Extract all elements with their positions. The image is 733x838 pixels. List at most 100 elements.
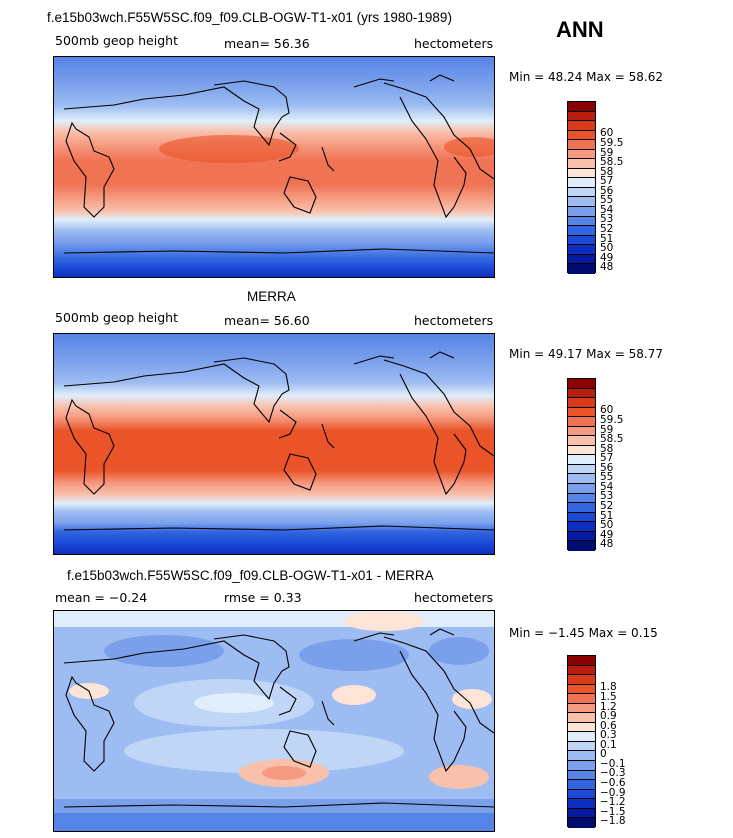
colorbar-label: 0.9 — [600, 710, 617, 723]
colorbar-label: −1.2 — [600, 796, 626, 809]
colorbar-label: −0.9 — [600, 786, 626, 799]
colorbar-swatch — [568, 761, 595, 771]
colorbar-label: 49 — [600, 528, 614, 541]
colorbar-label: 58.5 — [600, 156, 624, 169]
panel3-difference-map — [54, 611, 494, 831]
colorbar-label: 57 — [600, 175, 614, 188]
colorbar-swatch — [568, 780, 595, 790]
colorbar-swatch — [568, 531, 595, 542]
colorbar-swatch — [568, 426, 595, 437]
panel2-minmax: Min = 49.17 Max = 58.77 — [509, 347, 663, 361]
colorbar-swatch — [568, 474, 595, 485]
colorbar-swatch — [568, 226, 595, 236]
colorbar-swatch — [568, 187, 595, 198]
panel2-map — [53, 333, 495, 555]
colorbar-swatch — [568, 235, 595, 246]
colorbar-label: 60 — [600, 127, 614, 140]
colorbar-swatch — [568, 111, 595, 122]
colorbar-label: 1.8 — [600, 681, 617, 694]
colorbar-label: 58 — [600, 442, 614, 455]
panel1-minmax: Min = 48.24 Max = 58.62 — [509, 70, 663, 84]
panel1-map — [53, 56, 495, 278]
panel1-units-label: hectometers — [414, 36, 494, 51]
colorbar-swatch — [568, 493, 595, 504]
panel2-mean-label: mean= 56.60 — [224, 313, 310, 328]
colorbar-swatch — [568, 741, 595, 752]
panel1-colorbar — [567, 101, 596, 274]
colorbar-label: 57 — [600, 452, 614, 465]
colorbar-swatch — [568, 130, 595, 141]
colorbar-label: 60 — [600, 404, 614, 417]
colorbar-label: 51 — [600, 232, 614, 245]
colorbar-label: 0.6 — [600, 719, 617, 732]
panel2-contour-map — [54, 334, 494, 554]
colorbar-label: 55 — [600, 194, 614, 207]
colorbar-label: 48 — [600, 261, 614, 274]
colorbar-label: 48 — [600, 538, 614, 551]
colorbar-label: 52 — [600, 223, 614, 235]
colorbar-swatch — [568, 522, 595, 532]
colorbar-label: −1.5 — [600, 805, 626, 818]
colorbar-label: 1.2 — [600, 700, 617, 713]
colorbar-swatch — [568, 178, 595, 188]
panel2-units-label: hectometers — [414, 313, 494, 328]
colorbar-swatch — [568, 455, 595, 465]
colorbar-label: 0 — [600, 748, 607, 761]
colorbar-swatch — [568, 207, 595, 217]
colorbar-label: 50 — [600, 519, 614, 532]
colorbar-swatch — [568, 703, 595, 714]
panel3-mean-label: mean = −0.24 — [55, 590, 148, 605]
colorbar-swatch — [568, 417, 595, 427]
colorbar-swatch — [568, 121, 595, 131]
colorbar-label: −0.1 — [600, 757, 626, 770]
colorbar-label: 1.5 — [600, 691, 617, 703]
colorbar-label: 56 — [600, 184, 614, 197]
colorbar-label: 59.5 — [600, 414, 624, 426]
colorbar-label: 55 — [600, 471, 614, 484]
colorbar-label: 58.5 — [600, 433, 624, 446]
colorbar-swatch — [568, 789, 595, 800]
panel3-colorbar — [567, 655, 596, 828]
panel3-minmax: Min = −1.45 Max = 0.15 — [509, 626, 658, 640]
panel3-units-label: hectometers — [414, 590, 494, 605]
colorbar-label: 59 — [600, 423, 614, 436]
colorbar-swatch — [568, 694, 595, 704]
panel1-title: f.e15b03wch.F55W5SC.f09_f09.CLB-OGW-T1-x… — [47, 10, 452, 25]
colorbar-swatch — [568, 684, 595, 695]
colorbar-swatch — [568, 751, 595, 762]
colorbar-swatch — [568, 808, 595, 819]
colorbar-swatch — [568, 656, 595, 666]
colorbar-swatch — [568, 818, 595, 828]
colorbar-label: 54 — [600, 480, 614, 493]
colorbar-label: 49 — [600, 251, 614, 264]
colorbar-swatch — [568, 464, 595, 475]
colorbar-swatch — [568, 722, 595, 733]
colorbar-label: 56 — [600, 461, 614, 474]
colorbar-swatch — [568, 254, 595, 265]
colorbar-swatch — [568, 264, 595, 274]
panel1-mean-label: mean= 56.36 — [224, 36, 310, 51]
colorbar-swatch — [568, 675, 595, 685]
colorbar-swatch — [568, 732, 595, 742]
colorbar-swatch — [568, 245, 595, 255]
colorbar-label: −1.8 — [600, 815, 626, 828]
colorbar-label: 50 — [600, 242, 614, 255]
colorbar-label: 0.1 — [600, 738, 617, 751]
colorbar-swatch — [568, 398, 595, 408]
colorbar-label: 54 — [600, 203, 614, 216]
panel3-title: f.e15b03wch.F55W5SC.f09_f09.CLB-OGW-T1-x… — [67, 568, 434, 583]
panel3-map — [53, 610, 495, 832]
colorbar-label: 59 — [600, 146, 614, 159]
colorbar-swatch — [568, 503, 595, 513]
colorbar-swatch — [568, 799, 595, 809]
colorbar-label: 53 — [600, 490, 614, 503]
colorbar-label: 58 — [600, 165, 614, 178]
colorbar-swatch — [568, 159, 595, 169]
colorbar-label: 0.3 — [600, 729, 617, 742]
colorbar-swatch — [568, 197, 595, 208]
colorbar-swatch — [568, 541, 595, 551]
colorbar-label: −0.3 — [600, 767, 626, 780]
colorbar-label: 59.5 — [600, 137, 624, 149]
colorbar-swatch — [568, 445, 595, 456]
colorbar-swatch — [568, 770, 595, 781]
